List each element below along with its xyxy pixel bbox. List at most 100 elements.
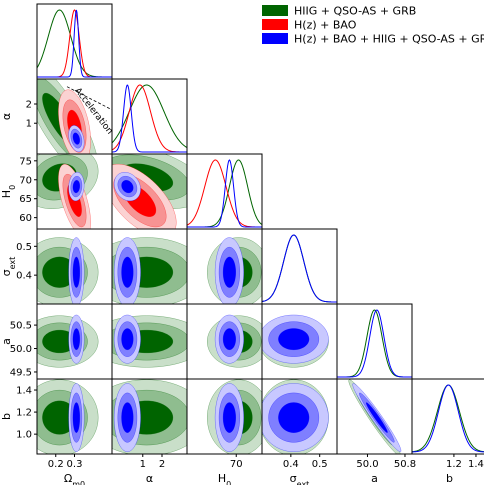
x-axis-label-sigext: σext: [290, 472, 310, 485]
acceleration-line: [66, 86, 113, 111]
legend-swatch-2: [262, 33, 288, 44]
x-tick-label: 0.3: [67, 459, 83, 470]
y-tick-label: 65: [19, 194, 32, 205]
panel-alpha-alpha: [111, 78, 188, 155]
contour-0-3sigma: [42, 400, 77, 435]
contour-2-3sigma: [72, 328, 80, 351]
panel-h0-om: 60 65 70 75 H0: [0, 153, 113, 230]
y-axis-label-sigext: σext: [0, 257, 17, 277]
x-axis-label-om: Ωm0: [64, 472, 85, 485]
marginal-curve-2: [187, 159, 262, 228]
panel-frame: [36, 3, 113, 80]
panel-h0-h0: [186, 153, 263, 230]
contour-2-3sigma: [72, 180, 80, 194]
marginal-curve-2: [112, 84, 187, 153]
marginal-curve-1: [37, 9, 112, 78]
legend-label-1: H(z) + BAO: [294, 19, 357, 32]
panel-b-alpha: 1 2α: [111, 378, 188, 485]
contour-2-3sigma: [278, 402, 310, 433]
marginal-curve-2: [412, 384, 484, 453]
marginal-curve-0: [337, 309, 412, 378]
panel-sigext-sigext: [261, 228, 338, 305]
x-tick-label: 50.8: [394, 459, 416, 470]
panel-b-b: 1.2 1.4 b: [411, 378, 484, 485]
y-axis-label-h0: H0: [0, 185, 17, 198]
legend-swatch-0: [262, 5, 288, 16]
legend-label-2: H(z) + BAO + HIIG + QSO-AS + GRB: [294, 33, 484, 46]
contour-2-3sigma: [121, 402, 134, 433]
contour-0-3sigma: [42, 256, 77, 288]
legend-label-0: HIIG + QSO-AS + GRB: [294, 5, 416, 18]
panel-b-om: 0.2 0.3 Ωm0 1.0 1.2 1.4 b: [0, 378, 113, 485]
panel-alpha-om: 1 2 α: [0, 78, 113, 155]
contour-2-3sigma: [222, 328, 236, 351]
contour-2-3sigma: [72, 132, 80, 145]
panel-b-h0: 70 H0: [186, 378, 263, 485]
legend: HIIG + QSO-AS + GRB H(z) + BAO H(z) + BA…: [262, 5, 484, 46]
y-tick-label: 60: [19, 213, 32, 224]
legend-entry-2: H(z) + BAO + HIIG + QSO-AS + GRB: [262, 33, 484, 46]
panel-a-alpha: [111, 303, 188, 380]
x-axis-label-h0: H0: [218, 472, 231, 485]
y-tick-label: 70: [19, 175, 32, 186]
x-axis-label-sub: 0: [226, 480, 231, 485]
contour-2-3sigma: [72, 402, 80, 433]
contour-2-3sigma: [365, 402, 388, 433]
y-tick-label: 0.5: [16, 242, 32, 253]
y-axis-label-b: b: [0, 413, 13, 420]
y-tick-label: 75: [19, 156, 32, 167]
contour-0-3sigma: [42, 329, 77, 354]
y-tick-label: 1.0: [16, 430, 32, 441]
marginal-curve-0: [37, 9, 112, 78]
panel-h0-alpha: [111, 153, 188, 230]
y-axis-label-sub: 0: [8, 185, 17, 190]
y-tick-label: 1: [26, 119, 32, 130]
x-tick-label: 0.2: [48, 459, 64, 470]
panel-sigext-h0: [186, 228, 263, 305]
y-tick-label: 0.4: [16, 271, 32, 282]
y-tick-label: 1.4: [16, 386, 32, 397]
contour-2-3sigma: [278, 328, 310, 351]
panel-a-h0: [186, 303, 263, 380]
x-axis-label-sub: m0: [72, 480, 85, 485]
marginal-curve-0: [112, 84, 187, 149]
panel-a-a: [336, 303, 413, 380]
panel-sigext-alpha: [111, 228, 188, 305]
contour-2-3sigma: [121, 328, 134, 351]
marginal-curve-2: [37, 9, 112, 78]
y-tick-label: 2: [26, 100, 32, 111]
panel-a-om: 49.5 50.0 50.5 a: [0, 303, 113, 380]
legend-swatch-1: [262, 19, 288, 30]
marginal-curve-2: [337, 309, 412, 378]
x-tick-label: 1.2: [446, 459, 462, 470]
y-tick-label: 50.0: [10, 344, 32, 355]
panel-a-sigext: [261, 303, 338, 380]
marginal-curve-0: [412, 384, 484, 453]
x-tick-label: 1: [140, 459, 146, 470]
y-axis-label-alpha: α: [0, 113, 13, 120]
y-tick-label: 1.2: [16, 408, 32, 419]
x-tick-label: 50.0: [356, 459, 378, 470]
y-tick-label: 49.5: [10, 367, 32, 378]
x-tick-label: 2: [159, 459, 165, 470]
panel-frame: [411, 378, 484, 455]
contour-2-3sigma: [121, 180, 134, 194]
contour-2-3sigma: [222, 402, 236, 433]
legend-entry-0: HIIG + QSO-AS + GRB: [262, 5, 416, 18]
contour-2-3sigma: [121, 256, 134, 288]
x-tick-label: 0.5: [312, 459, 328, 470]
contour-2-3sigma: [222, 256, 236, 288]
x-axis-label-alpha: α: [146, 472, 153, 485]
panel-sigext-om: 0.4 0.5 σext: [0, 228, 113, 305]
legend-entry-1: H(z) + BAO: [262, 19, 357, 32]
panel-b-a: 50.0 50.8 a: [336, 378, 416, 485]
x-axis-label-sub: ext: [297, 480, 310, 485]
x-tick-label: 1.4: [468, 459, 484, 470]
y-tick-label: 50.5: [10, 321, 32, 332]
y-axis-label-sub: ext: [8, 257, 17, 270]
x-axis-label-b: b: [446, 472, 453, 485]
y-axis-label-a: a: [0, 338, 13, 345]
